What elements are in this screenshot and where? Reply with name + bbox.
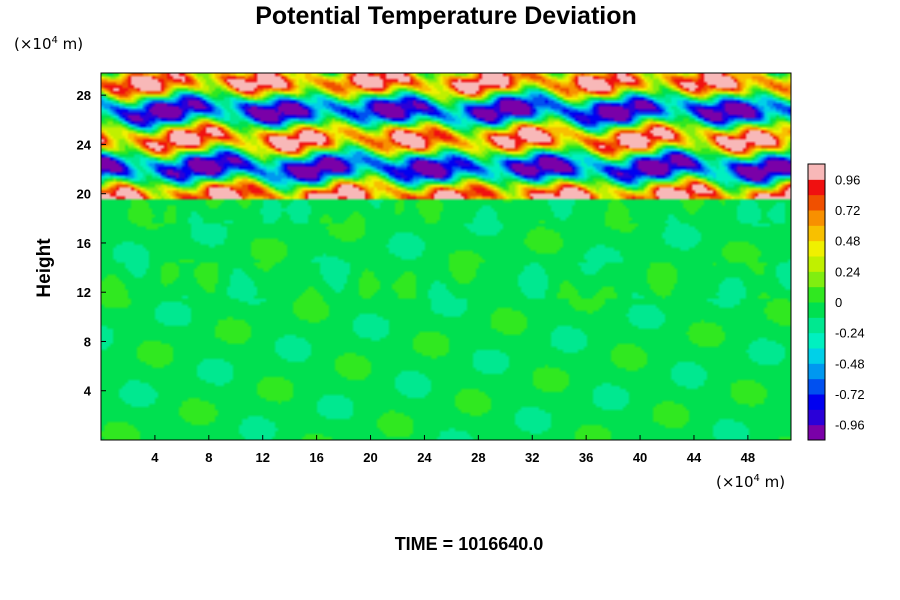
- colorbar-segment: [808, 256, 825, 272]
- x-tick-label: 32: [525, 450, 539, 465]
- x-tick-label: 48: [741, 450, 755, 465]
- heatmap-image: [101, 73, 791, 440]
- colorbar-tick-label: -0.24: [835, 326, 865, 341]
- colorbar-tick-label: 0.24: [835, 264, 860, 279]
- colorbar-tick-label: 0: [835, 295, 842, 310]
- colorbar-tick-label: -0.72: [835, 387, 865, 402]
- colorbar-segment: [808, 194, 825, 211]
- x-tick-label: 36: [579, 450, 593, 465]
- x-tick-label: 24: [417, 450, 432, 465]
- colorbar-segment: [808, 210, 825, 226]
- colorbar-segment: [808, 179, 825, 196]
- colorbar-tick-label: -0.96: [835, 418, 865, 433]
- colorbar-ticks: -0.96 -0.72 -0.48 -0.24 0 0.24 0.48 0.72 0.96: [835, 172, 865, 432]
- x-tick-label: 8: [205, 450, 212, 465]
- heatmap-field: [101, 73, 791, 440]
- x-axis-ticks: 4 8 12 16 20 24 28 32 36 40 44 48: [151, 435, 755, 465]
- y-tick-label: 12: [77, 285, 91, 300]
- y-tick-label: 24: [77, 137, 92, 152]
- colorbar-segment: [808, 240, 825, 257]
- y-tick-label: 20: [77, 187, 91, 202]
- x-tick-label: 16: [309, 450, 323, 465]
- x-tick-label: 44: [687, 450, 702, 465]
- x-axis-unit: (×104 m): [716, 473, 785, 491]
- colorbar-segment: [808, 363, 825, 380]
- colorbar-segment: [808, 394, 825, 410]
- plot-frame: [100, 72, 792, 441]
- y-tick-label: 8: [84, 334, 91, 349]
- y-tick-label: 4: [84, 384, 92, 399]
- colorbar-tick-label: 0.96: [835, 172, 860, 187]
- y-tick-label: 16: [77, 236, 91, 251]
- colorbar-segment: [808, 378, 825, 395]
- colorbar-segment: [808, 271, 825, 288]
- y-axis-ticks: 4 8 12 16 20 24 28: [77, 88, 106, 399]
- y-axis-unit: (×104 m): [14, 35, 83, 53]
- colorbar-segment: [808, 302, 825, 318]
- colorbar-tick-label: 0.72: [835, 203, 860, 218]
- x-tick-label: 4: [151, 450, 159, 465]
- colorbar-tick-label: -0.48: [835, 356, 865, 371]
- x-tick-label: 40: [633, 450, 647, 465]
- time-label: TIME = 1016640.0: [395, 534, 544, 554]
- colorbar-segment: [808, 424, 825, 441]
- colorbar-segment: [808, 164, 825, 180]
- colorbar-segment: [808, 317, 825, 334]
- colorbar-tick-label: 0.48: [835, 234, 860, 249]
- colorbar-frame: [807, 163, 826, 441]
- colorbar: [807, 163, 826, 441]
- x-tick-label: 12: [255, 450, 269, 465]
- colorbar-segment: [808, 409, 825, 426]
- x-tick-label: 28: [471, 450, 485, 465]
- y-axis-label: Height: [34, 238, 55, 298]
- x-tick-label: 20: [363, 450, 377, 465]
- colorbar-segment: [808, 348, 825, 364]
- colorbar-segment: [808, 332, 825, 349]
- colorbar-segment: [808, 286, 825, 303]
- y-tick-label: 28: [77, 88, 91, 103]
- colorbar-segment: [808, 225, 825, 242]
- chart-title: Potential Temperature Deviation: [255, 2, 637, 30]
